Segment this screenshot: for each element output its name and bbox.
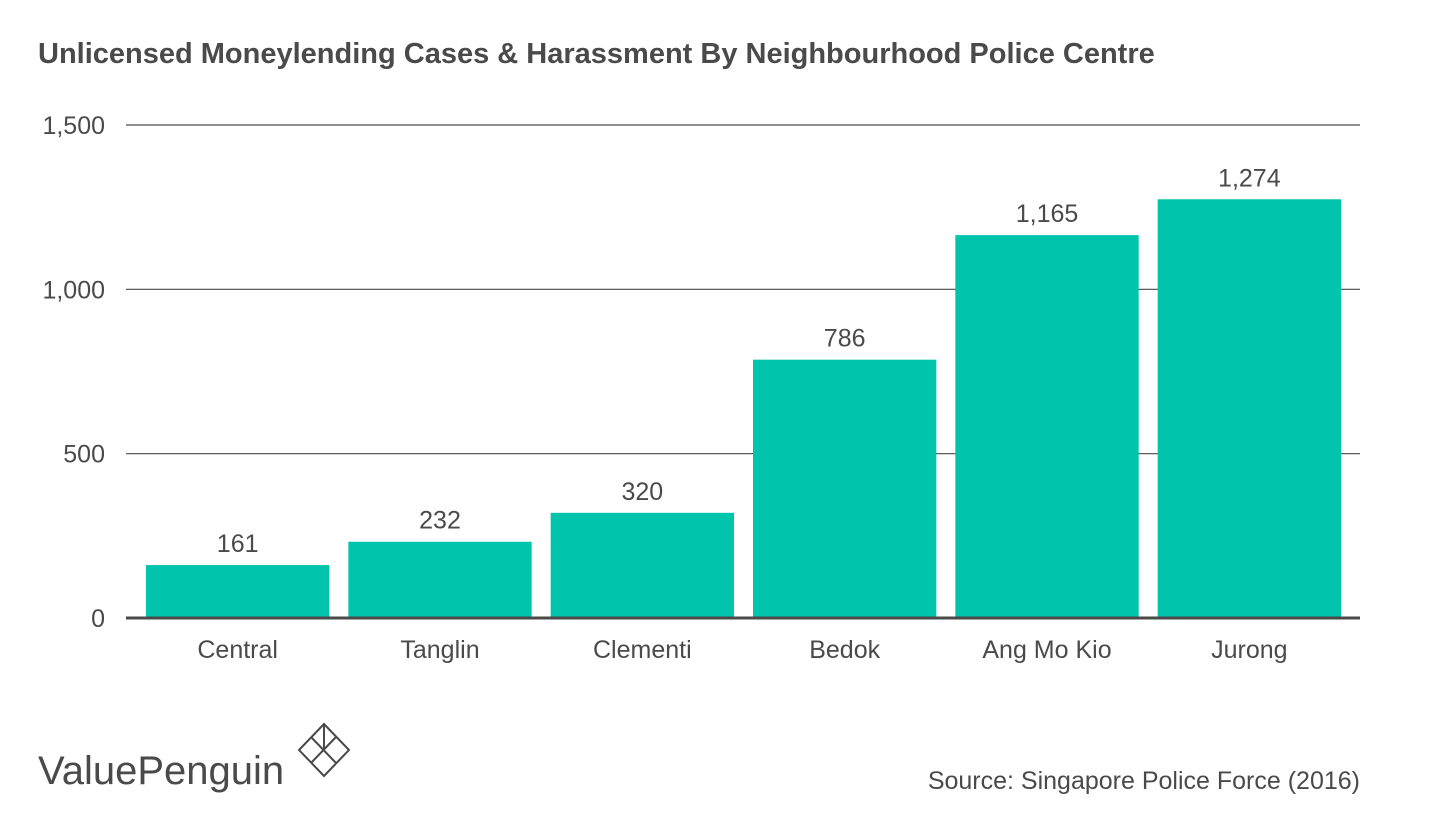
source-note: Source: Singapore Police Force (2016) xyxy=(928,767,1360,795)
bar-jurong xyxy=(1157,199,1341,618)
category-label: Bedok xyxy=(809,636,880,664)
category-label: Tanglin xyxy=(400,636,479,664)
category-label: Jurong xyxy=(1211,636,1287,664)
gridlines xyxy=(126,124,1360,455)
x-axis-category-labels: Central Tanglin Clementi Bedok Ang Mo Kio Jur… xyxy=(197,636,1287,664)
value-label: 786 xyxy=(824,325,866,353)
brand-name: ValuePenguin xyxy=(38,749,284,793)
y-tick-label: 500 xyxy=(63,441,105,469)
y-axis-tick-labels: 0 500 1,000 1,500 xyxy=(42,112,105,633)
value-label: 1,165 xyxy=(1016,200,1079,228)
value-label: 232 xyxy=(419,507,461,535)
bar-ang-mo-kio xyxy=(955,235,1139,618)
y-tick-label: 0 xyxy=(91,605,105,633)
y-tick-label: 1,500 xyxy=(42,112,105,140)
bar-tanglin xyxy=(348,541,532,618)
bar-clementi xyxy=(550,512,734,618)
category-label: Ang Mo Kio xyxy=(982,636,1111,664)
category-label: Central xyxy=(197,636,278,664)
value-label: 1,274 xyxy=(1218,164,1281,192)
bar-bedok xyxy=(753,359,937,618)
value-labels: 161 232 320 786 1,165 1,274 xyxy=(217,164,1281,558)
category-label: Clementi xyxy=(593,636,692,664)
chart-title: Unlicensed Moneylending Cases & Harassme… xyxy=(38,38,1155,70)
value-label: 161 xyxy=(217,530,259,558)
y-tick-label: 1,000 xyxy=(42,276,105,304)
value-label: 320 xyxy=(621,478,663,506)
valuepenguin-diamond-logo-icon xyxy=(297,722,351,778)
bars xyxy=(146,199,1341,618)
bar-central xyxy=(146,565,330,618)
